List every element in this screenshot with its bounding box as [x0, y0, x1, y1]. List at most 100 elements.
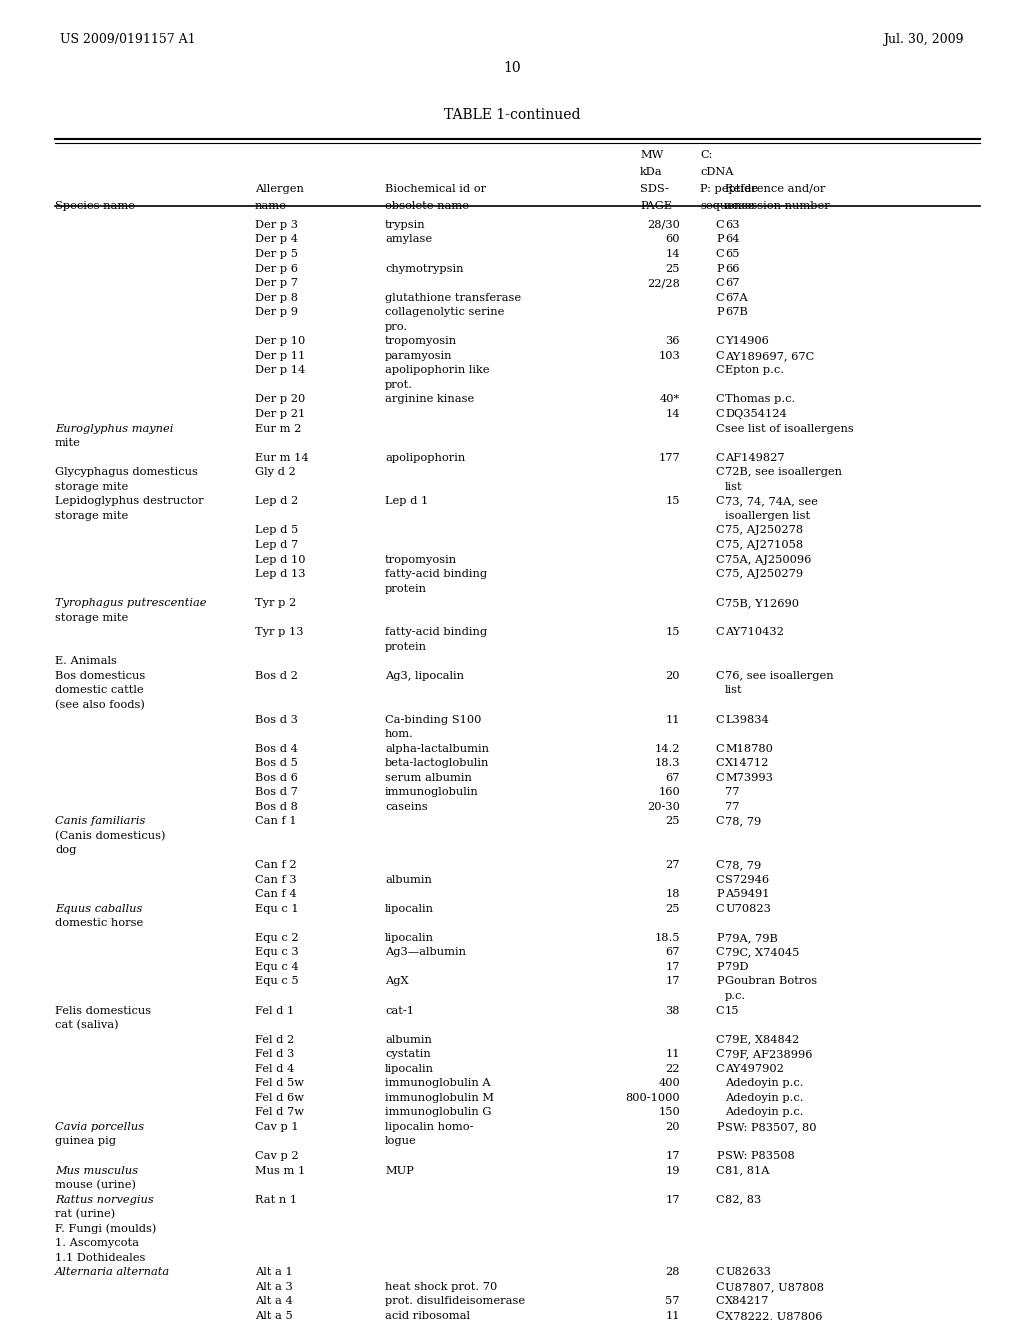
Text: 75, AJ271058: 75, AJ271058 [725, 540, 803, 550]
Text: Y14906: Y14906 [725, 337, 769, 346]
Text: name: name [255, 201, 287, 211]
Text: 78, 79: 78, 79 [725, 816, 761, 826]
Text: P: P [716, 1122, 724, 1131]
Text: C: C [716, 1267, 724, 1278]
Text: Ca-binding S100: Ca-binding S100 [385, 714, 481, 725]
Text: U70823: U70823 [725, 904, 771, 913]
Text: cat-1: cat-1 [385, 1006, 414, 1015]
Text: lipocalin: lipocalin [385, 1064, 434, 1073]
Text: 18: 18 [666, 890, 680, 899]
Text: C:: C: [700, 150, 713, 160]
Text: Fel d 2: Fel d 2 [255, 1035, 294, 1044]
Text: Der p 10: Der p 10 [255, 337, 305, 346]
Text: MW: MW [640, 150, 664, 160]
Text: TABLE 1-continued: TABLE 1-continued [443, 108, 581, 121]
Text: P: P [716, 977, 724, 986]
Text: cystatin: cystatin [385, 1049, 431, 1059]
Text: AY189697, 67C: AY189697, 67C [725, 351, 814, 360]
Text: mouse (urine): mouse (urine) [55, 1180, 136, 1191]
Text: domestic cattle: domestic cattle [55, 685, 143, 696]
Text: Tyr p 13: Tyr p 13 [255, 627, 303, 638]
Text: storage mite: storage mite [55, 482, 128, 492]
Text: beta-lactoglobulin: beta-lactoglobulin [385, 758, 489, 768]
Text: AY497902: AY497902 [725, 1064, 784, 1073]
Text: 79C, X74045: 79C, X74045 [725, 948, 800, 957]
Text: apolipophorin like: apolipophorin like [385, 366, 489, 375]
Text: Alt a 5: Alt a 5 [255, 1311, 293, 1320]
Text: paramyosin: paramyosin [385, 351, 453, 360]
Text: 65: 65 [725, 249, 739, 259]
Text: (see also foods): (see also foods) [55, 700, 144, 710]
Text: Species name: Species name [55, 201, 135, 211]
Text: Adedoyin p.c.: Adedoyin p.c. [725, 1093, 804, 1102]
Text: collagenolytic serine: collagenolytic serine [385, 308, 505, 317]
Text: Fel d 3: Fel d 3 [255, 1049, 294, 1059]
Text: Alt a 4: Alt a 4 [255, 1296, 293, 1307]
Text: C: C [716, 554, 724, 565]
Text: 76, see isoallergen: 76, see isoallergen [725, 671, 834, 681]
Text: Lepidoglyphus destructor: Lepidoglyphus destructor [55, 496, 204, 507]
Text: Bos d 5: Bos d 5 [255, 758, 298, 768]
Text: immunoglobulin M: immunoglobulin M [385, 1093, 494, 1102]
Text: 17: 17 [666, 977, 680, 986]
Text: Der p 14: Der p 14 [255, 366, 305, 375]
Text: 17: 17 [666, 962, 680, 972]
Text: 82, 83: 82, 83 [725, 1195, 761, 1205]
Text: Allergen: Allergen [255, 183, 304, 194]
Text: SW: P83507, 80: SW: P83507, 80 [725, 1122, 816, 1131]
Text: C: C [716, 366, 724, 375]
Text: Biochemical id or: Biochemical id or [385, 183, 486, 194]
Text: PAGE: PAGE [640, 201, 672, 211]
Text: 28: 28 [666, 1267, 680, 1278]
Text: 17: 17 [666, 1195, 680, 1205]
Text: AY710432: AY710432 [725, 627, 784, 638]
Text: Can f 1: Can f 1 [255, 816, 297, 826]
Text: 22: 22 [666, 1064, 680, 1073]
Text: 75, AJ250278: 75, AJ250278 [725, 525, 803, 536]
Text: P: P [716, 308, 724, 317]
Text: C: C [716, 1064, 724, 1073]
Text: 79D: 79D [725, 962, 749, 972]
Text: Equ c 5: Equ c 5 [255, 977, 299, 986]
Text: DQ354124: DQ354124 [725, 409, 786, 418]
Text: dog: dog [55, 846, 77, 855]
Text: 1. Ascomycota: 1. Ascomycota [55, 1238, 139, 1249]
Text: list: list [725, 685, 742, 696]
Text: Equ c 4: Equ c 4 [255, 962, 299, 972]
Text: E. Animals: E. Animals [55, 656, 117, 667]
Text: C: C [716, 409, 724, 418]
Text: accession number: accession number [725, 201, 829, 211]
Text: 40*: 40* [659, 395, 680, 404]
Text: 22/28: 22/28 [647, 279, 680, 288]
Text: logue: logue [385, 1137, 417, 1147]
Text: fatty-acid binding: fatty-acid binding [385, 627, 487, 638]
Text: Lep d 1: Lep d 1 [385, 496, 428, 507]
Text: 79A, 79B: 79A, 79B [725, 933, 778, 942]
Text: 75A, AJ250096: 75A, AJ250096 [725, 554, 811, 565]
Text: C: C [716, 424, 724, 433]
Text: serum albumin: serum albumin [385, 772, 472, 783]
Text: P: P [716, 264, 724, 273]
Text: 10: 10 [503, 61, 521, 75]
Text: Rat n 1: Rat n 1 [255, 1195, 297, 1205]
Text: Der p 7: Der p 7 [255, 279, 298, 288]
Text: sequence: sequence [700, 201, 755, 211]
Text: 75B, Y12690: 75B, Y12690 [725, 598, 799, 609]
Text: (Canis domesticus): (Canis domesticus) [55, 830, 166, 841]
Text: 103: 103 [658, 351, 680, 360]
Text: apolipophorin: apolipophorin [385, 453, 465, 463]
Text: C: C [716, 496, 724, 507]
Text: Der p 4: Der p 4 [255, 235, 298, 244]
Text: Fel d 5w: Fel d 5w [255, 1078, 304, 1088]
Text: C: C [716, 467, 724, 478]
Text: 72B, see isoallergen: 72B, see isoallergen [725, 467, 842, 478]
Text: Equus caballus: Equus caballus [55, 904, 142, 913]
Text: C: C [716, 598, 724, 609]
Text: C: C [716, 279, 724, 288]
Text: Bos d 7: Bos d 7 [255, 787, 298, 797]
Text: Eur m 14: Eur m 14 [255, 453, 308, 463]
Text: pro.: pro. [385, 322, 409, 331]
Text: 18.3: 18.3 [654, 758, 680, 768]
Text: storage mite: storage mite [55, 612, 128, 623]
Text: C: C [716, 1296, 724, 1307]
